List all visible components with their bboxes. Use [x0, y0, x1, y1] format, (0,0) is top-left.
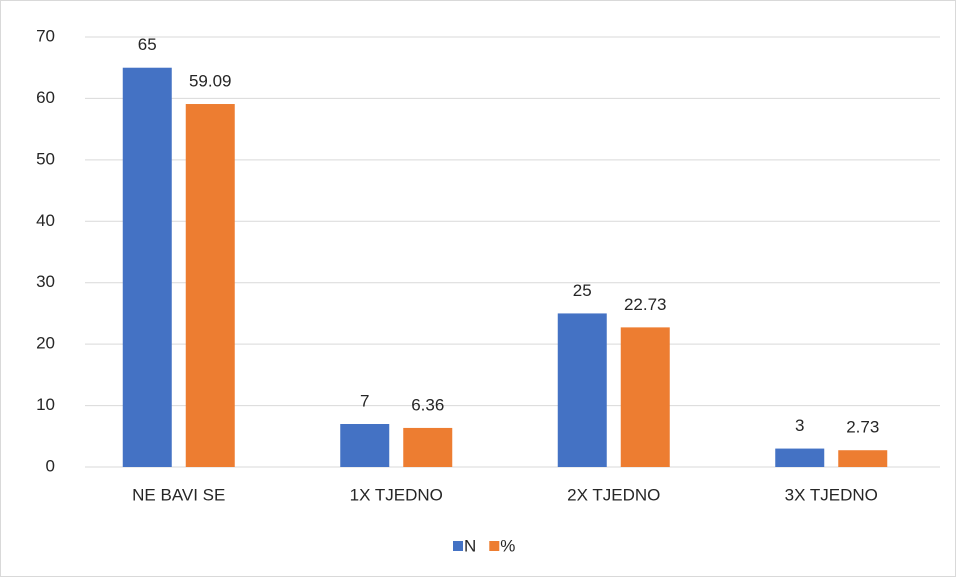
y-tick-label: 60 — [36, 88, 55, 107]
x-tick-label: 3X TJEDNO — [785, 485, 878, 504]
bar — [340, 424, 390, 467]
data-label: 7 — [360, 391, 369, 410]
bar — [122, 67, 172, 467]
y-tick-label: 20 — [36, 334, 55, 353]
y-tick-label: 0 — [46, 456, 55, 475]
legend-label: N — [464, 536, 476, 555]
x-tick-label: 2X TJEDNO — [567, 485, 660, 504]
x-tick-label: 1X TJEDNO — [350, 485, 443, 504]
bar — [185, 104, 235, 468]
data-label: 25 — [573, 281, 592, 300]
y-tick-label: 40 — [36, 211, 55, 230]
bar — [620, 327, 670, 467]
y-tick-label: 30 — [36, 272, 55, 291]
bar — [403, 427, 453, 467]
y-tick-label: 50 — [36, 149, 55, 168]
legend-swatch — [453, 541, 463, 551]
y-tick-label: 70 — [36, 26, 55, 45]
data-label: 65 — [138, 35, 157, 54]
legend-swatch — [489, 541, 500, 551]
bar — [838, 450, 888, 467]
data-label: 22.73 — [624, 295, 667, 314]
data-label: 6.36 — [411, 395, 444, 414]
data-label: 59.09 — [189, 72, 232, 91]
data-label: 3 — [795, 416, 804, 435]
bar — [557, 313, 607, 467]
legend-label: % — [500, 536, 515, 555]
y-tick-label: 10 — [36, 395, 55, 414]
bar — [775, 448, 825, 467]
x-tick-label: NE BAVI SE — [132, 485, 225, 504]
data-label: 2.73 — [846, 418, 879, 437]
